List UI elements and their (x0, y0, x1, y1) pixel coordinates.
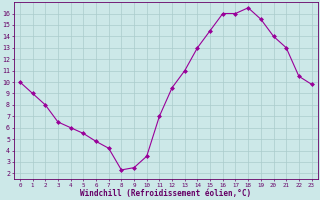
X-axis label: Windchill (Refroidissement éolien,°C): Windchill (Refroidissement éolien,°C) (80, 189, 251, 198)
